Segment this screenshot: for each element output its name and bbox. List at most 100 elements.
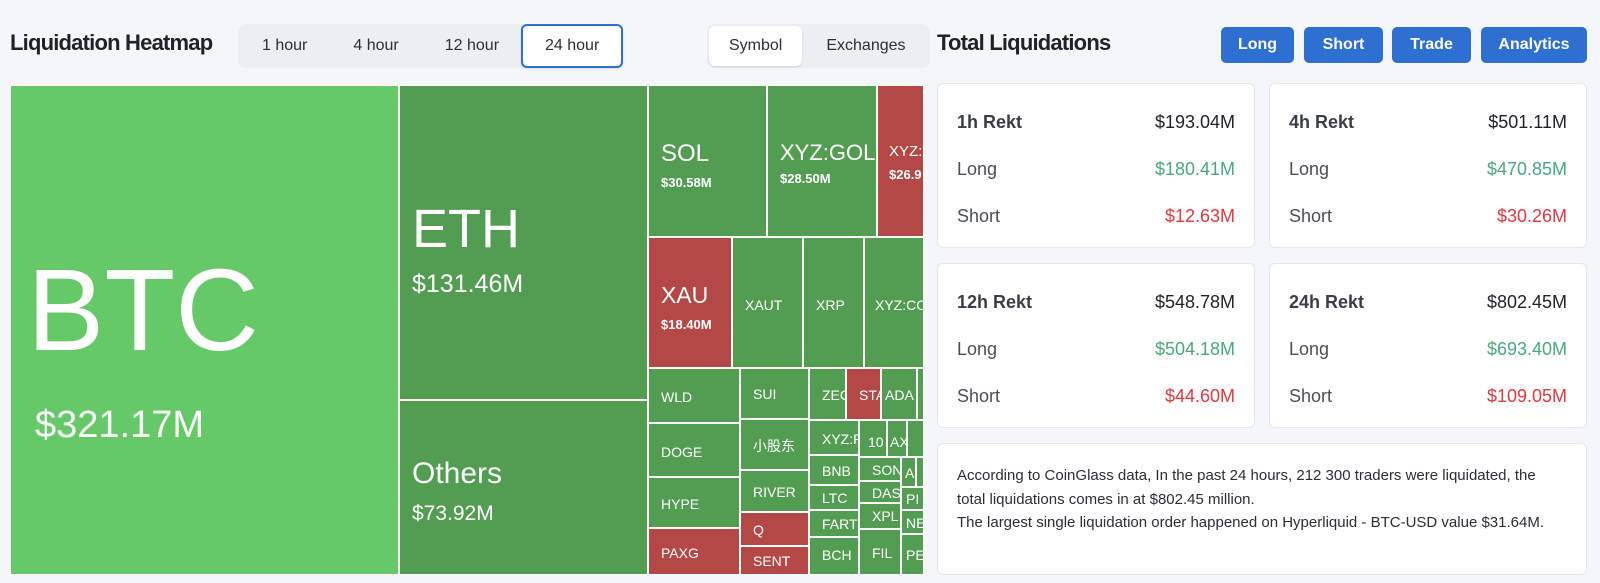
heatmap-tile-pe[interactable]: PE [901,534,924,575]
heatmap-tile-btc[interactable]: BTC $321.17M [10,85,399,575]
heatmap-tile-river[interactable]: RIVER [740,470,809,512]
short-label: Short [957,386,1001,406]
tile-value: $321.17M [35,404,205,446]
heatmap-tile-bnb[interactable]: BNB [809,455,859,485]
liquidation-summary: According to CoinGlass data, In the past… [937,443,1587,575]
short-button[interactable]: Short [1304,27,1383,63]
heatmap-tile-xaut[interactable]: XAUT [732,237,803,368]
tile-symbol: ETH [412,199,520,259]
tile-symbol: 10 [868,434,884,450]
tile-symbol: XAU [661,282,709,308]
heatmap-tile-xau[interactable]: XAU $18.40M [648,237,732,368]
heatmap-tile-sol[interactable]: SOL $30.58M [648,85,767,237]
tile-symbol: NE [906,515,924,531]
tile-symbol: XYZ:GOLD [780,140,876,165]
heatmap-tile-xyz-gold[interactable]: XYZ:GOLD $28.50M [767,85,877,237]
heatmap-tile-q[interactable]: Q [740,512,809,546]
rekt-label: 4h Rekt [1289,112,1355,132]
heatmap-tile-doge[interactable]: DOGE [648,423,740,477]
summary-line: The largest single liquidation order hap… [957,514,1544,531]
tile-value: $18.40M [661,317,712,332]
tab-1-hour[interactable]: 1 hour [240,26,329,66]
heatmap-tile-xpl[interactable]: XPL [859,503,901,529]
tile-symbol: FARTC [822,516,858,532]
tile-symbol: AX [890,434,907,450]
tab-exchanges[interactable]: Exchanges [804,26,927,66]
tile-symbol: SOL [661,140,710,167]
time-range-tabs: 1 hour 4 hour 12 hour 24 hour [238,24,624,68]
tile-symbol: FIL [872,545,893,561]
heatmap-tile-ne[interactable]: NE [901,510,924,534]
tile-symbol: XYZ:CO [875,297,924,313]
rekt-total: $501.11M [1488,112,1567,132]
heatmap-tile-fartc[interactable]: FARTC [809,510,859,537]
heatmap-tile-unnamed-21[interactable] [907,420,924,457]
tile-symbol: XAUT [745,297,783,313]
long-button[interactable]: Long [1221,27,1294,63]
heatmap-title: Liquidation Heatmap [10,30,213,55]
tile-value: $73.92M [412,502,494,525]
tile-symbol: SUI [753,386,777,402]
heatmap-tile-xrp[interactable]: XRP [803,237,864,368]
analytics-button[interactable]: Analytics [1481,27,1587,63]
heatmap-tile-sent[interactable]: SENT [740,546,809,575]
tile-symbol: SENT [753,553,791,569]
tile-symbol: PAXG [661,545,699,561]
rekt-label: 1h Rekt [957,112,1023,132]
heatmap-tile-sta[interactable]: STA [846,368,881,420]
heatmap-tile-sui[interactable]: SUI [740,368,809,419]
heatmap-tile-unnamed-15[interactable] [917,368,924,420]
heatmap-tile-xyz-s[interactable]: XYZ:S $26.9 [877,85,924,237]
tile-value: $131.46M [412,270,524,298]
rekt-card-1h: 1h Rekt $193.04M Long $180.41M Short $12… [937,83,1255,248]
short-amount: $44.60M [1164,386,1235,406]
tab-24-hour[interactable]: 24 hour [521,24,624,68]
heatmap-tile-ax[interactable]: AX [887,420,907,457]
tile-value: $28.50M [780,171,831,186]
rekt-total: $193.04M [1154,112,1235,132]
short-label: Short [1289,386,1333,406]
heatmap-tile-pi[interactable]: PI [901,487,924,510]
heatmap-tile-paxg[interactable]: PAXG [648,528,740,575]
tab-12-hour[interactable]: 12 hour [423,26,521,66]
tile-symbol: LTC [822,490,848,506]
tile-symbol: HYPE [661,496,700,512]
trade-button[interactable]: Trade [1392,27,1471,63]
heatmap-tile-xyz-co[interactable]: XYZ:CO [864,237,924,368]
heatmap-tile-eth[interactable]: ETH $131.46M [399,85,648,400]
long-amount: $470.85M [1486,159,1567,179]
tile-symbol: PE [906,547,924,563]
short-label: Short [1289,206,1333,226]
heatmap-tile-others[interactable]: Others $73.92M [399,400,648,575]
tile-symbol: STA [859,387,880,403]
heatmap-tile-das[interactable]: DAS [859,481,901,503]
tile-symbol: Q [753,522,764,538]
long-label: Long [1289,159,1330,179]
heatmap-tile-fil[interactable]: FIL [859,529,901,575]
heatmap-tile-10[interactable]: 10 [859,420,887,457]
rekt-card-12h: 12h Rekt $548.78M Long $504.18M Short $4… [937,263,1255,428]
heatmap-tile-xyz-p[interactable]: XYZ:P [809,420,859,455]
heatmap-tile-ltc[interactable]: LTC [809,485,859,510]
tile-symbol: DAS [872,485,901,501]
heatmap-tile-symbol[interactable]: 小股东 [740,419,809,470]
heatmap-tile-a[interactable]: A [901,457,916,487]
heatmap-tile-unnamed-28[interactable] [916,457,924,487]
heatmap-tile-ada[interactable]: ADA [881,368,917,420]
tile-symbol: XRP [816,297,845,313]
heatmap-tile-wld[interactable]: WLD [648,368,740,423]
tab-4-hour[interactable]: 4 hour [331,26,420,66]
long-amount: $180.41M [1154,159,1235,179]
rekt-total: $802.45M [1486,292,1567,312]
heatmap-tile-bch[interactable]: BCH [809,537,859,575]
tile-value: $30.58M [661,175,712,190]
rekt-card-24h: 24h Rekt $802.45M Long $693.40M Short $1… [1269,263,1587,428]
tab-symbol[interactable]: Symbol [709,26,803,66]
heatmap-tile-zec[interactable]: ZEC [809,368,846,420]
tile-symbol: BTC [27,245,259,375]
tile-value: $26.9 [889,167,922,182]
long-label: Long [1289,339,1330,359]
heatmap-tile-hype[interactable]: HYPE [648,477,740,528]
heatmap-tile-son[interactable]: SON [859,457,901,481]
tile-symbol: BNB [822,463,851,479]
